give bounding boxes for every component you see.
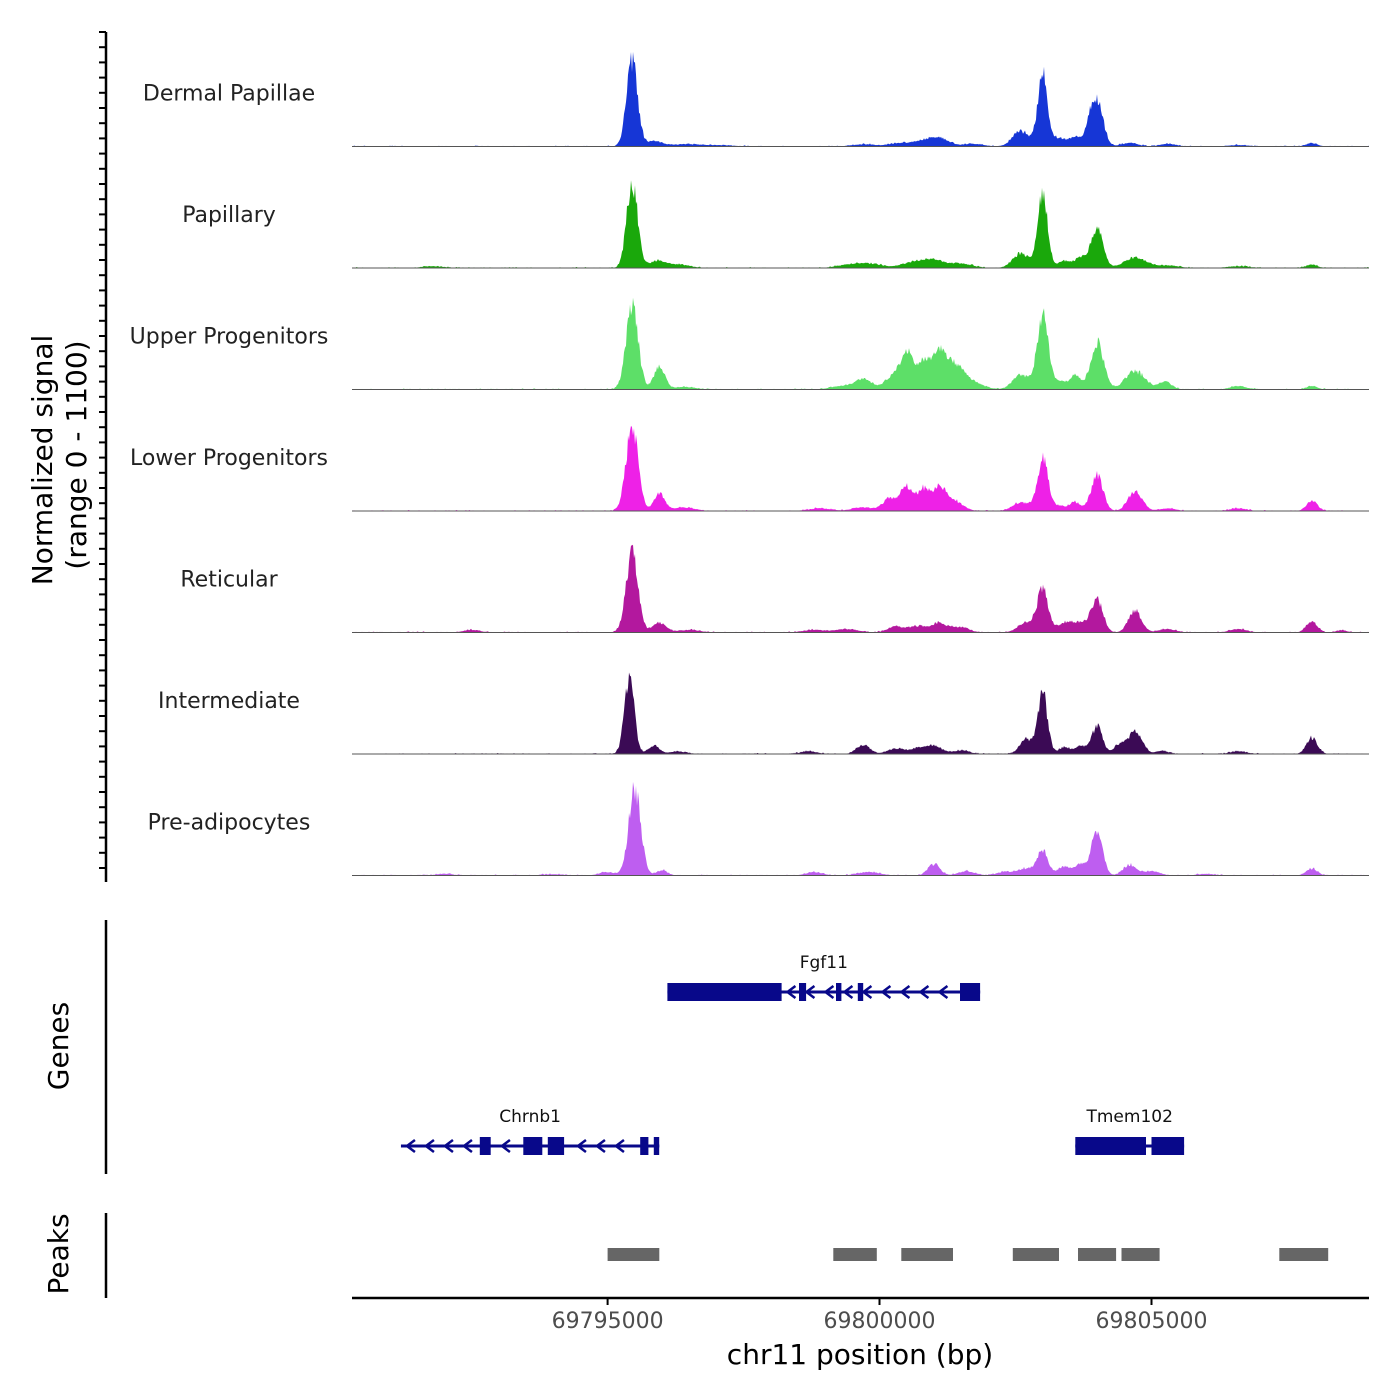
exon — [479, 1137, 491, 1155]
exon — [857, 983, 864, 1001]
strand-arrow — [613, 1139, 625, 1153]
strand-arrow — [423, 1139, 435, 1153]
track-label: Upper Progenitors — [130, 325, 329, 350]
track-label: Reticular — [180, 568, 278, 593]
exon — [653, 1137, 660, 1155]
track-lower-progenitors: Lower Progenitors — [130, 425, 1369, 512]
strand-arrow — [804, 985, 816, 999]
y-axis-title-line1: Normalized signal — [26, 335, 59, 586]
gene-label: Fgf11 — [800, 953, 848, 973]
strand-arrow — [499, 1139, 511, 1153]
strand-arrow — [937, 985, 949, 999]
track-intermediate: Intermediate — [158, 672, 1369, 755]
strand-arrow — [899, 985, 911, 999]
track-papillary: Papillary — [182, 180, 1369, 269]
track-label: Lower Progenitors — [130, 446, 328, 471]
exon — [1151, 1137, 1185, 1155]
strand-arrow — [404, 1139, 416, 1153]
gene-label: Chrnb1 — [499, 1107, 561, 1127]
signal-tracks: Dermal Papillae Papillary Upper Progenitor… — [130, 51, 1369, 876]
x-tick-label: 69805000 — [1096, 1309, 1208, 1334]
peak-region — [833, 1248, 877, 1261]
strand-arrow — [594, 1139, 606, 1153]
exon — [836, 983, 842, 1001]
left-axes — [99, 31, 108, 1298]
genes-panel-title: Genes — [42, 1002, 75, 1090]
peak-region — [901, 1248, 953, 1261]
peak-region — [607, 1248, 660, 1261]
strand-arrow — [461, 1139, 473, 1153]
track-label: Dermal Papillae — [143, 82, 315, 107]
strand-arrow — [918, 985, 930, 999]
exon — [667, 983, 768, 1001]
strand-arrow — [575, 1139, 587, 1153]
strand-arrow — [861, 985, 873, 999]
track-reticular: Reticular — [180, 544, 1369, 633]
exon — [547, 1137, 565, 1155]
exon — [1075, 1137, 1146, 1155]
strand-arrow — [880, 985, 892, 999]
track-pre-adipocytes: Pre-adipocytes — [148, 781, 1369, 876]
peak-region — [1012, 1248, 1059, 1261]
strand-arrow — [842, 985, 854, 999]
exon — [799, 983, 807, 1001]
gene-fgf11: Fgf11 — [667, 953, 981, 1001]
exon — [960, 983, 981, 1001]
exon — [523, 1137, 543, 1155]
peak-region — [1279, 1248, 1329, 1261]
peak-region — [1078, 1248, 1117, 1261]
x-tick-label: 69795000 — [552, 1309, 664, 1334]
peak-regions — [607, 1248, 1329, 1261]
signal-axis-ticks — [99, 31, 106, 869]
peaks-panel-title: Peaks — [42, 1213, 75, 1294]
gene-annotations: Fgf11 Chrnb1 Tmem102 — [400, 953, 1185, 1155]
gene-tmem102: Tmem102 — [1075, 1107, 1185, 1155]
track-label: Papillary — [182, 203, 276, 228]
x-axis-title: chr11 position (bp) — [727, 1338, 993, 1371]
strand-arrow — [785, 985, 797, 999]
gene-label: Tmem102 — [1085, 1107, 1172, 1127]
gene-chrnb1: Chrnb1 — [400, 1107, 660, 1155]
exon — [768, 983, 782, 1001]
track-label: Intermediate — [158, 689, 300, 714]
strand-arrow — [442, 1139, 454, 1153]
strand-arrow — [823, 985, 835, 999]
track-label: Pre-adipocytes — [148, 811, 311, 836]
track-upper-progenitors: Upper Progenitors — [130, 297, 1369, 390]
peak-region — [1121, 1248, 1160, 1261]
y-axis-title-line2: (range 0 - 1100) — [60, 340, 93, 569]
track-dermal-papillae: Dermal Papillae — [143, 51, 1369, 147]
x-axis: 69795000 69800000 69805000 chr11 position … — [352, 1296, 1369, 1371]
exon — [640, 1137, 649, 1155]
x-tick-label: 69800000 — [824, 1309, 936, 1334]
x-axis-ticks: 69795000 69800000 69805000 — [552, 1298, 1208, 1334]
